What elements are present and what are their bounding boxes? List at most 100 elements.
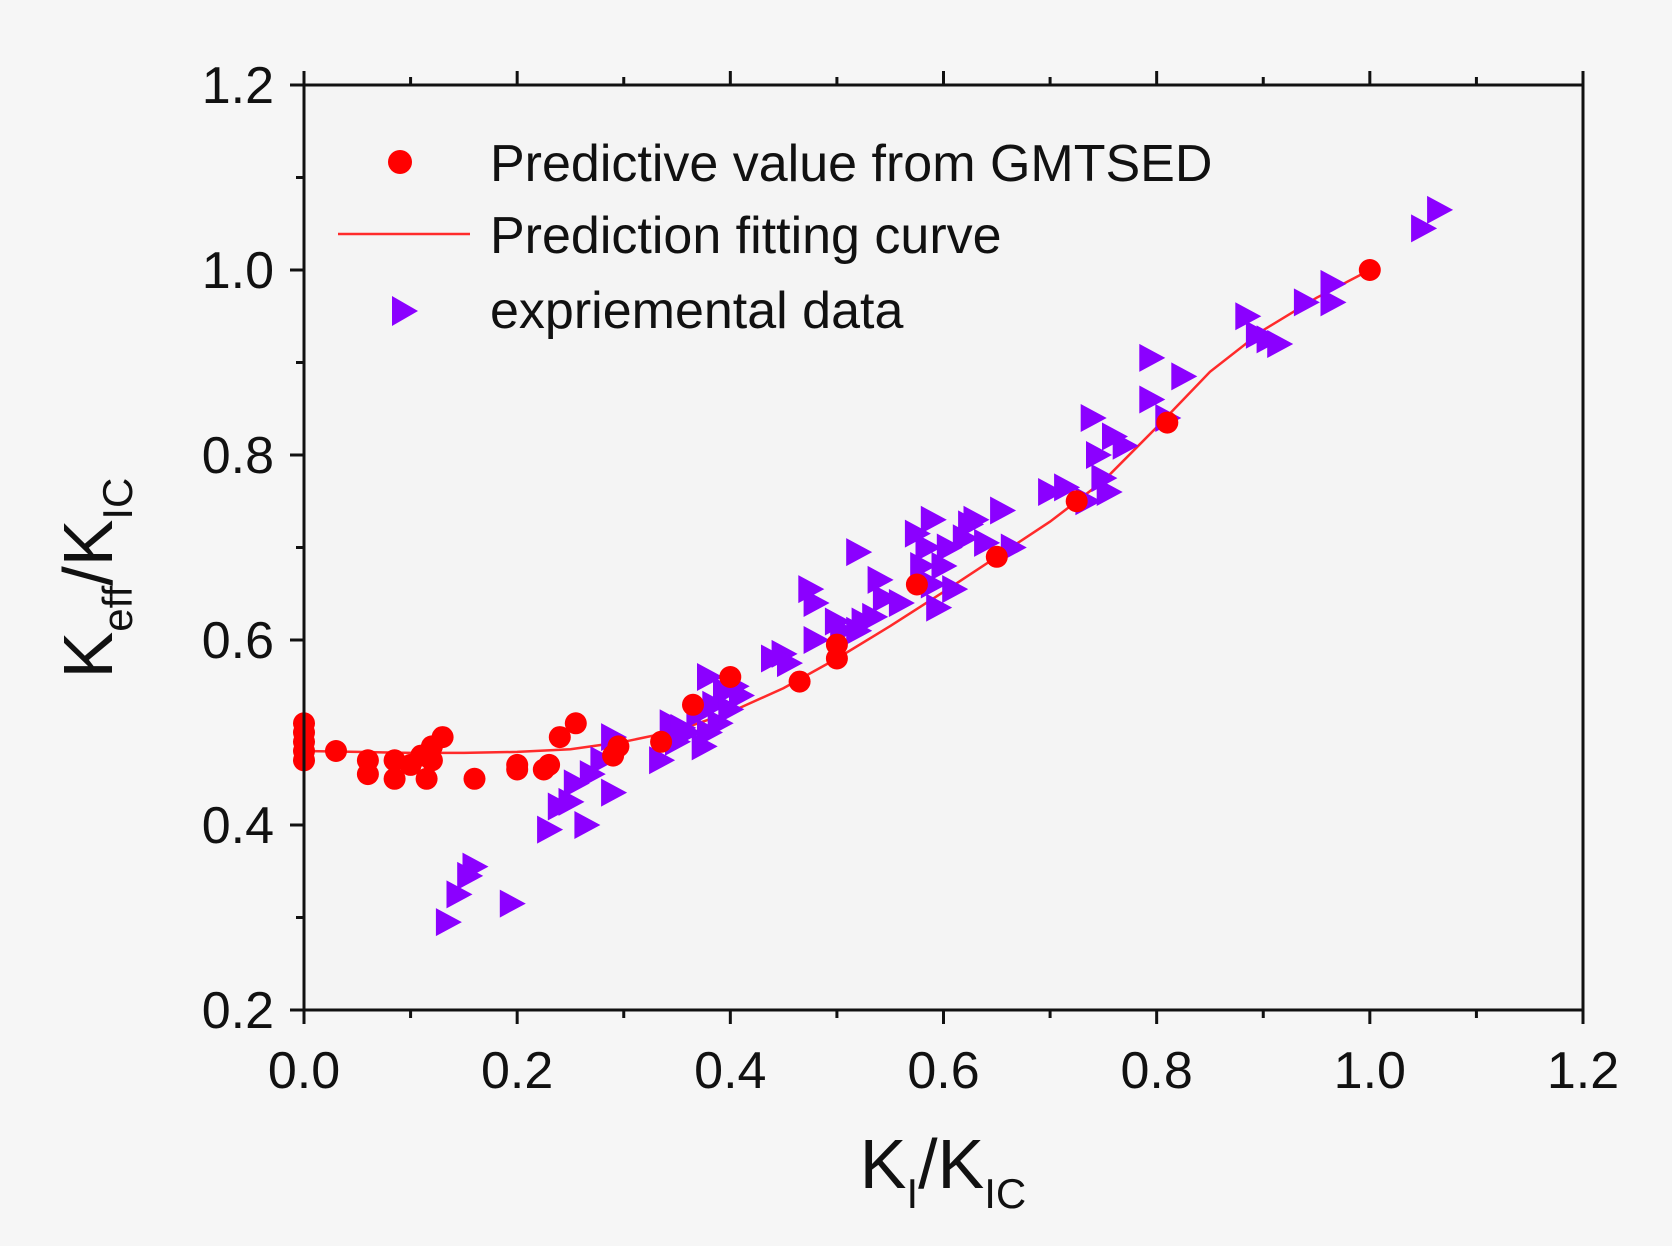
experimental-point — [920, 505, 947, 534]
experimental-point — [446, 880, 473, 909]
experimental-point — [499, 889, 526, 918]
experimental-point — [803, 626, 830, 654]
experimental-point — [920, 570, 947, 599]
experimental-point — [915, 533, 942, 562]
predictive-point — [564, 712, 587, 735]
predictive-point — [825, 633, 848, 656]
experimental-point — [435, 908, 462, 937]
x-tick-label: 1.0 — [1334, 1042, 1406, 1100]
y-tick-label: 1.0 — [202, 242, 274, 300]
experimental-point — [926, 593, 953, 622]
experimental-point — [579, 760, 606, 789]
predictive-point — [415, 767, 438, 790]
experimental-point — [777, 649, 803, 678]
x-tick-label: 0.8 — [1121, 1042, 1193, 1100]
x-axis-title-sub-ic: IC — [984, 1170, 1026, 1217]
experimental-point — [936, 533, 963, 562]
experimental-point — [1427, 195, 1454, 224]
x-axis-title: KI/KIC — [860, 1125, 1027, 1217]
experimental-point — [846, 538, 873, 567]
experimental-point — [872, 584, 899, 613]
y-tick-label: 1.2 — [202, 57, 274, 115]
x-tick-label: 0.0 — [268, 1042, 340, 1100]
predictive-point — [538, 753, 561, 776]
predictive-point — [463, 767, 486, 790]
experimental-point — [990, 496, 1017, 525]
y-axis-title: Keff/KIC — [49, 478, 141, 679]
experimental-point — [675, 718, 702, 747]
experimental-point — [1293, 288, 1320, 317]
predictive-point — [1156, 411, 1179, 434]
x-tick-label: 1.2 — [1547, 1042, 1619, 1100]
predictive-point — [682, 693, 704, 716]
experimental-point — [1054, 473, 1081, 502]
axis-ticks — [290, 71, 1585, 1024]
legend-marker-predictive — [388, 150, 412, 174]
experimental-point — [1267, 330, 1294, 358]
y-tick-label: 0.2 — [202, 982, 274, 1040]
experimental-point — [1038, 478, 1065, 506]
experimental-point — [537, 815, 564, 844]
experimental-point — [888, 589, 915, 617]
x-tick-label: 0.6 — [907, 1042, 979, 1100]
legend: Predictive value from GMTSED Prediction … — [338, 135, 1212, 340]
y-axis-title-k: K — [49, 632, 127, 679]
y-axis-title-sub-eff: eff — [94, 585, 141, 631]
experimental-point — [942, 575, 969, 604]
experimental-point — [1235, 302, 1262, 331]
y-axis-title-sub-ic: IC — [94, 478, 141, 520]
experimental-point — [707, 709, 734, 738]
predictive-point — [1065, 490, 1088, 513]
predictive-point — [325, 740, 347, 762]
plot-frame — [302, 83, 1585, 1012]
experimental-point — [974, 528, 1001, 557]
experimental-point — [697, 663, 723, 691]
legend-label-curve: Prediction fitting curve — [490, 207, 1002, 265]
predictive-point — [383, 767, 406, 790]
predictive-point — [905, 573, 928, 596]
y-tick-label: 0.6 — [202, 612, 274, 670]
experimental-point — [803, 589, 830, 617]
y-axis-title-group: Keff/KIC — [49, 478, 141, 679]
experimental-point — [601, 778, 628, 807]
predictive-point — [985, 545, 1008, 568]
experimental-point — [904, 519, 931, 548]
y-tick-label: 0.4 — [202, 797, 274, 855]
experimental-point — [862, 602, 889, 631]
experimental-point — [1096, 478, 1123, 506]
predictive-point — [607, 735, 630, 758]
predictive-point — [1358, 259, 1381, 281]
experimental-point — [1080, 404, 1107, 432]
experimental-point — [963, 505, 990, 534]
experimental-point — [718, 695, 745, 724]
predictive-point — [719, 666, 742, 688]
x-axis-title-k: K — [860, 1125, 907, 1203]
predictive-point — [788, 670, 811, 693]
experimental-point — [729, 681, 755, 710]
experimental-point — [649, 746, 676, 775]
predictive-point — [650, 730, 673, 753]
experimental-point — [1320, 288, 1347, 317]
x-tick-label: 0.2 — [481, 1042, 553, 1100]
experimental-point — [1086, 441, 1112, 469]
x-tick-label: 0.4 — [694, 1042, 766, 1100]
predictive-point — [356, 763, 379, 786]
experimental-point — [1139, 343, 1166, 372]
experimental-point — [1171, 362, 1198, 391]
experimental-data-series — [435, 195, 1454, 937]
experimental-point — [1139, 385, 1166, 414]
experimental-point — [1411, 214, 1438, 243]
predictive-point — [431, 726, 454, 749]
experimental-point — [462, 852, 489, 881]
y-tick-label: 0.8 — [202, 427, 274, 485]
y-axis-title-slash-k: /K — [49, 520, 127, 586]
predictive-point — [506, 753, 529, 776]
experimental-point — [1320, 269, 1347, 298]
experimental-point — [574, 811, 601, 839]
experimental-point — [563, 769, 590, 798]
x-axis-title-sub-i: I — [906, 1170, 918, 1217]
experimental-point — [1112, 431, 1139, 460]
x-axis-title-slash-k: /K — [918, 1125, 984, 1203]
predictive-point — [548, 726, 571, 749]
